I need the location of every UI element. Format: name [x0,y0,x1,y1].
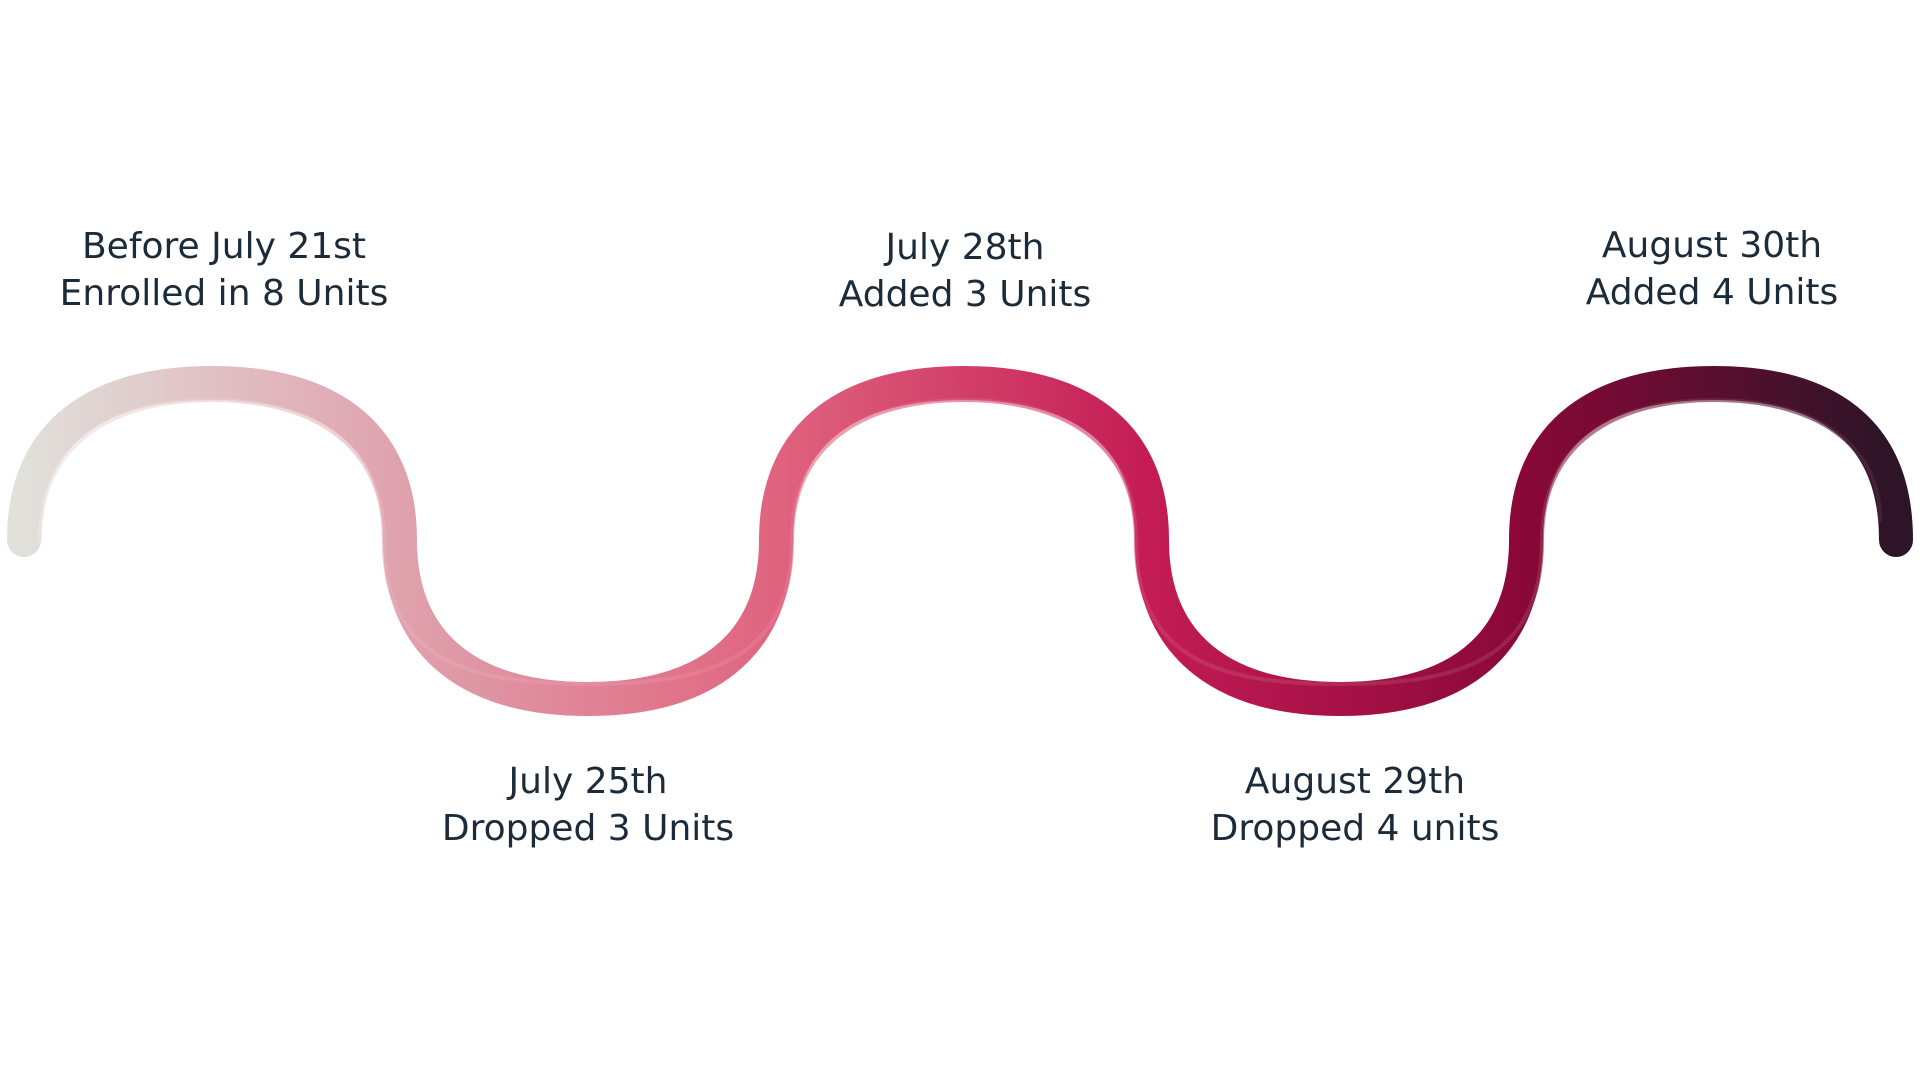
milestone-date: Before July 21st [81,226,366,267]
milestone-date: July 28th [885,227,1045,268]
milestone-change: Enrolled in 8 Units [59,273,389,314]
milestone-july-25: July 25th Dropped 3 Units [378,758,798,852]
milestone-july-28: July 28th Added 3 Units [755,224,1175,318]
milestone-before-july-21: Before July 21st Enrolled in 8 Units [14,223,434,317]
milestone-august-29: August 29th Dropped 4 units [1145,758,1565,852]
milestone-change: Added 3 Units [838,274,1092,315]
milestone-date: August 30th [1601,225,1823,266]
milestone-change: Dropped 4 units [1210,808,1500,849]
milestone-change: Added 4 Units [1585,272,1839,313]
wave-inner-line [38,397,1882,687]
milestone-date: July 25th [508,761,668,802]
wave-path [7,365,1913,717]
milestone-change: Dropped 3 Units [441,808,735,849]
milestone-date: August 29th [1244,761,1466,802]
milestone-august-30: August 30th Added 4 Units [1502,222,1920,316]
